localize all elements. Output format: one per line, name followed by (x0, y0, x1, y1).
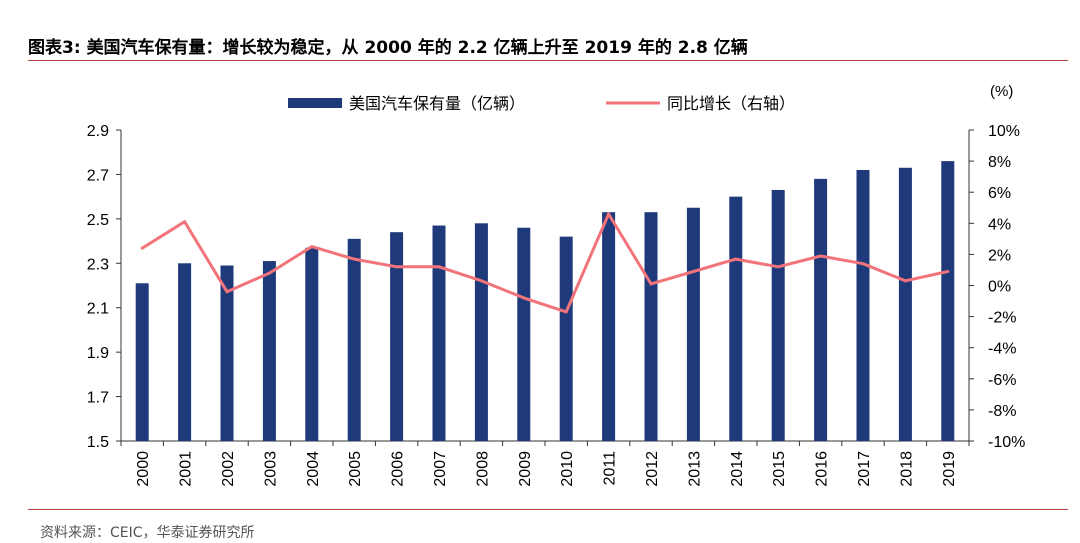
line-series (140, 212, 950, 314)
bar (220, 265, 234, 441)
x-tick-label: 2007 (432, 451, 449, 487)
bar (390, 232, 404, 441)
bar (305, 247, 319, 441)
line-point (691, 270, 695, 274)
bar (602, 212, 616, 441)
right-tick-label: -6% (988, 372, 1016, 389)
left-tick-label: 2.5 (87, 212, 109, 229)
x-tick-label: 2008 (474, 451, 491, 487)
footer-rule (28, 509, 1068, 510)
x-tick-label: 2014 (729, 451, 746, 487)
line-point (564, 310, 568, 314)
right-tick-label: 8% (988, 154, 1011, 171)
x-tick-label: 2003 (262, 451, 279, 487)
left-tick-label: 2.9 (87, 123, 109, 140)
line-point (225, 290, 229, 294)
figure-title: 图表3: 美国汽车保有量：增长较为稳定，从 2000 年的 2.2 亿辆上升至 … (28, 33, 748, 58)
bar (262, 261, 276, 441)
left-tick-label: 1.5 (87, 434, 109, 451)
bar (347, 238, 361, 441)
bar (432, 225, 446, 441)
line-point (607, 212, 611, 216)
x-tick-label: 2002 (220, 451, 237, 487)
line-point (437, 265, 441, 269)
right-tick-label: 4% (988, 216, 1011, 233)
line-point (267, 271, 271, 275)
right-tick-label: -10% (988, 434, 1025, 451)
left-tick-label: 2.7 (87, 167, 109, 184)
right-tick-label: -8% (988, 403, 1016, 420)
x-tick-label: 2019 (941, 451, 958, 487)
line-point (140, 246, 144, 250)
figure-label: 图表3: (28, 38, 81, 58)
title-rule (28, 60, 1068, 61)
line-point (183, 220, 187, 224)
bar (898, 167, 912, 441)
figure-title-text: 美国汽车保有量：增长较为稳定，从 2000 年的 2.2 亿辆上升至 2019 … (86, 38, 748, 58)
bar (644, 212, 658, 441)
x-tick-label: 2009 (517, 451, 534, 487)
legend-line-label: 同比增长（右轴） (667, 95, 795, 113)
x-tick-label: 2018 (898, 451, 915, 487)
bar-series (135, 161, 955, 441)
bar (517, 227, 531, 441)
source-note: 资料来源：CEIC，华泰证券研究所 (40, 525, 255, 541)
right-tick-label: -4% (988, 341, 1016, 358)
x-tick-label: 2015 (771, 451, 788, 487)
line-point (395, 265, 399, 269)
right-axis-unit: (%) (990, 83, 1013, 100)
right-tick-label: -2% (988, 310, 1016, 327)
line-point (310, 245, 314, 249)
line-point (649, 282, 653, 286)
left-tick-label: 2.1 (87, 301, 109, 318)
axes: 2.9 2.7 2.5 2.3 2.1 1.9 1.7 1.5 10% 8% 6% 4% 2% 0% -2%… (87, 123, 1026, 451)
line-point (522, 296, 526, 300)
x-tick-label: 2012 (644, 451, 661, 487)
bar (729, 196, 743, 441)
line-point (819, 254, 823, 258)
line-point (861, 262, 865, 266)
bar (686, 207, 700, 441)
right-tick-label: 2% (988, 247, 1011, 264)
left-tick-label: 1.7 (87, 390, 109, 407)
x-tick-label: 2017 (856, 451, 873, 487)
x-tick-label: 2011 (602, 451, 619, 486)
combo-chart: 美国汽车保有量（亿辆） 同比增长（右轴） (%) 2.9 2.7 2.5 2.3 2.1… (87, 83, 1026, 487)
line-point (776, 265, 780, 269)
growth-line (141, 212, 949, 314)
legend-bar-label: 美国汽车保有量（亿辆） (349, 95, 525, 113)
bar (474, 223, 488, 441)
bar (814, 178, 828, 441)
right-tick-label: 6% (988, 185, 1011, 202)
x-tick-label: 2016 (814, 451, 831, 487)
left-tick-label: 2.3 (87, 256, 109, 273)
x-tick-labels: 2000 2001 2002 2003 2004 2005 2006 2007 2008 2009… (135, 451, 958, 487)
bar (178, 263, 192, 441)
x-tick-label: 2000 (135, 451, 152, 487)
x-tick-label: 2010 (559, 451, 576, 487)
x-tick-label: 2006 (390, 451, 407, 487)
x-tick-label: 2004 (305, 451, 322, 487)
x-tick-label: 2001 (178, 451, 195, 487)
right-tick-label: 10% (988, 123, 1020, 140)
x-tick-label: 2005 (347, 451, 364, 487)
legend: 美国汽车保有量（亿辆） 同比增长（右轴） (288, 95, 795, 113)
legend-bar-swatch (288, 98, 342, 108)
x-tick-label: 2013 (686, 451, 703, 487)
right-tick-label: 0% (988, 279, 1011, 296)
bar (941, 161, 955, 441)
line-point (946, 270, 950, 274)
line-point (734, 257, 738, 261)
line-point (352, 257, 356, 261)
bar (771, 189, 785, 441)
line-point (903, 279, 907, 283)
bar (559, 236, 573, 441)
bar (135, 283, 149, 441)
bar (856, 169, 870, 441)
line-point (479, 279, 483, 283)
left-tick-label: 1.9 (87, 345, 109, 362)
